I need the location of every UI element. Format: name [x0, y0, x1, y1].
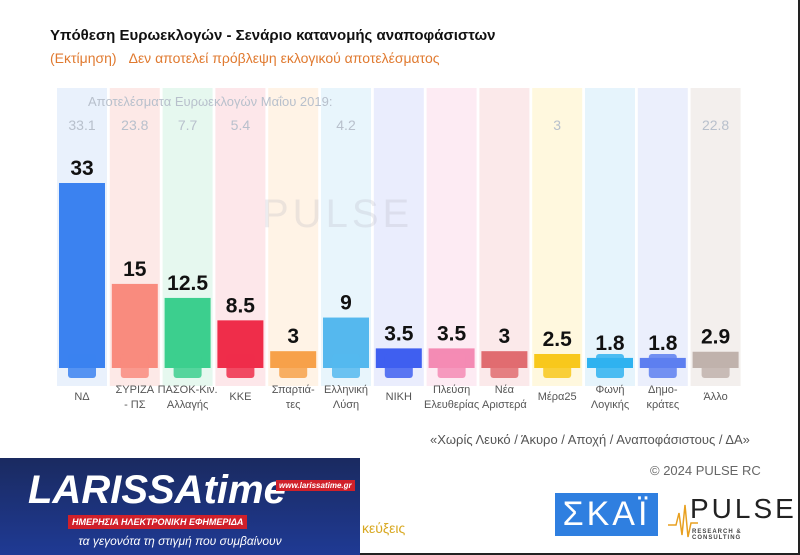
- party-logo-icon: [384, 354, 413, 378]
- party-logo-icon: [120, 354, 149, 378]
- category-label: ΠΑΣΟΚ-Κιν.: [158, 384, 218, 396]
- pulse-logo: PULSE RESEARCH & CONSULTING: [668, 493, 794, 541]
- previous-value: 7.7: [178, 117, 198, 133]
- category-label: Λογικής: [591, 399, 629, 411]
- party-logo-icon: [701, 354, 730, 378]
- pulse-wave-icon: [668, 504, 698, 538]
- party-logo-icon: [68, 354, 96, 378]
- column-background: [479, 88, 530, 386]
- previous-results-label: Αποτελέσματα Ευρωεκλογών Μαΐου 2019:: [88, 94, 333, 109]
- category-label: - ΠΣ: [124, 399, 146, 411]
- party-logo-icon: [226, 354, 255, 378]
- party-logo-icon: [490, 354, 519, 378]
- larissatime-url: www.larissatime.gr: [276, 480, 355, 491]
- party-logo-icon: [437, 354, 466, 378]
- category-label: Άλλο: [703, 391, 727, 403]
- column-background: [637, 88, 688, 386]
- larissatime-slogan: τα γεγονότα τη στιγμή που συμβαίνουν: [78, 534, 282, 548]
- subtitle-disclaimer: Δεν αποτελεί πρόβλεψη εκλογικού αποτελέσ…: [128, 50, 440, 66]
- previous-value: 5.4: [231, 117, 251, 133]
- bar: [111, 283, 158, 368]
- pulse-logo-text: PULSE: [690, 493, 797, 524]
- category-label: τες: [286, 399, 301, 411]
- larissatime-logo: LARISSAtime: [28, 468, 286, 512]
- previous-value: 3: [553, 117, 561, 133]
- pulse-logo-sub: RESEARCH & CONSULTING: [692, 529, 742, 541]
- category-label: ΚΚΕ: [229, 391, 251, 403]
- category-label: Λύση: [333, 399, 359, 411]
- party-logo-icon: [332, 354, 360, 378]
- subtitle-estimate: (Εκτίμηση): [50, 50, 117, 66]
- larissatime-tagline: ΗΜΕΡΗΣΙΑ ΗΛΕΚΤΡΟΝΙΚΗ ΕΦΗΜΕΡΙΔΑ: [68, 515, 248, 529]
- larissatime-banner[interactable]: LARISSAtime www.larissatime.gr ΗΜΕΡΗΣΙΑ …: [0, 458, 360, 555]
- value-label: 12.5: [167, 272, 208, 295]
- chart-title: Υπόθεση Ευρωεκλογών - Σενάριο κατανομής …: [50, 27, 496, 44]
- party-logo-icon: [173, 354, 202, 378]
- category-label: Αλλαγής: [167, 399, 208, 411]
- skai-logo: ΣΚΑΪ: [555, 493, 658, 536]
- value-label: 1.8: [648, 332, 678, 355]
- value-label: 3: [287, 325, 299, 348]
- column-background: [373, 88, 424, 386]
- previous-value: 23.8: [121, 117, 148, 133]
- value-label: 3: [499, 325, 511, 348]
- previous-value: 22.8: [702, 117, 729, 133]
- value-label: 9: [340, 292, 352, 315]
- column-background: [532, 88, 583, 386]
- category-label: Πλεύση: [433, 384, 470, 396]
- value-label: 15: [123, 258, 147, 281]
- previous-value: 4.2: [336, 117, 356, 133]
- category-label: Σπαρτιά-: [272, 384, 315, 396]
- value-label: 3.5: [437, 322, 467, 345]
- value-label: 33: [70, 157, 93, 180]
- value-label: 2.9: [701, 326, 730, 349]
- copyright: © 2024 PULSE RC: [650, 463, 761, 478]
- column-background: [268, 88, 319, 386]
- footnote: «Χωρίς Λευκό / Άκυρο / Αποχή / Αναποφάσι…: [430, 432, 750, 447]
- party-logo-icon: [543, 354, 572, 378]
- value-label: 3.5: [384, 322, 414, 345]
- category-label: Ελληνική: [324, 384, 368, 396]
- column-background: [690, 88, 741, 386]
- category-label: ΝΙΚΗ: [386, 391, 412, 403]
- bar: [59, 183, 105, 368]
- category-label: Δημο-: [648, 384, 678, 396]
- party-logo-icon: [279, 354, 308, 378]
- category-label: κράτες: [646, 399, 679, 411]
- category-label: Φωνή: [596, 384, 625, 396]
- category-label: Νέα: [495, 384, 515, 396]
- party-logo-icon: [648, 354, 677, 378]
- category-label: ΣΥΡΙΖΑ: [116, 384, 155, 396]
- value-label: 1.8: [595, 332, 625, 355]
- category-label: Ελευθερίας: [424, 399, 479, 411]
- pulse-watermark: PULSE: [262, 192, 414, 236]
- value-label: 8.5: [226, 294, 256, 317]
- chart-subtitle: (Εκτίμηση) Δεν αποτελεί πρόβλεψη εκλογικο…: [50, 50, 452, 66]
- cut-text: κεύξεις: [362, 520, 406, 536]
- column-background: [585, 88, 635, 386]
- previous-value: 33.1: [68, 117, 95, 133]
- category-label: Μέρα25: [538, 391, 577, 403]
- category-label: ΝΔ: [74, 391, 90, 403]
- column-background: [426, 88, 477, 386]
- value-label: 2.5: [543, 328, 573, 351]
- category-label: Αριστερά: [482, 399, 527, 411]
- party-logo-icon: [596, 354, 624, 378]
